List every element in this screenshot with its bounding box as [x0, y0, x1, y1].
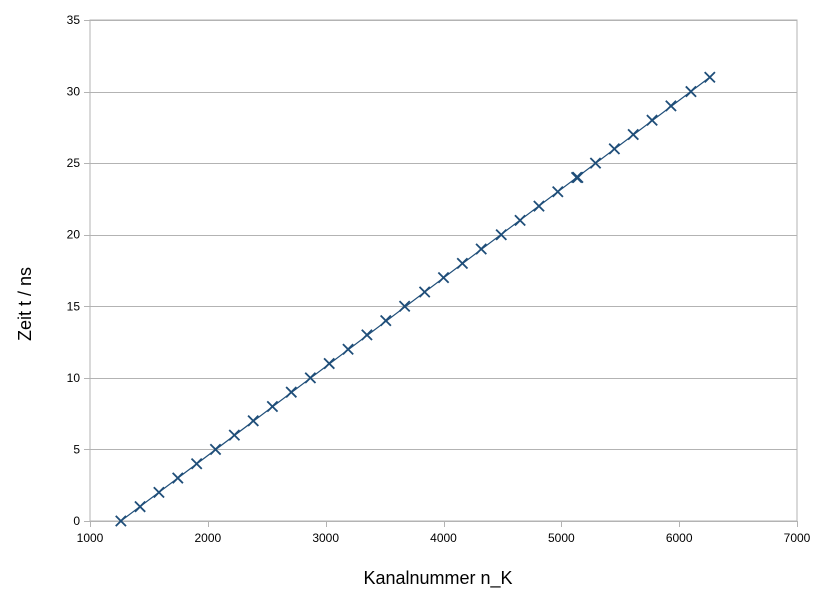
data-point: [398, 300, 411, 313]
y-tick-labels: 0 5 10 15 20 25 30 35: [67, 13, 81, 528]
data-point: [247, 415, 259, 427]
trend-line: [120, 76, 711, 522]
data-point: [514, 214, 526, 227]
y-tick-label: 35: [67, 13, 81, 27]
x-tick-label: 3000: [312, 531, 339, 545]
data-point: [608, 143, 621, 155]
data-point: [627, 128, 639, 141]
data-point: [266, 400, 279, 413]
x-axis-title: Kanalnummer n_K: [363, 568, 512, 589]
data-point: [572, 171, 584, 184]
y-tick-label: 0: [73, 514, 80, 528]
data-point: [285, 386, 298, 398]
data-point: [552, 185, 564, 198]
data-point: [153, 486, 165, 499]
data-point: [685, 85, 697, 98]
data-point: [172, 472, 184, 484]
x-tick-label: 2000: [194, 531, 221, 545]
x-tick-label: 4000: [430, 531, 457, 545]
data-point: [190, 457, 203, 470]
data-point: [456, 257, 469, 270]
data-point: [323, 357, 335, 370]
y-tick-label: 15: [67, 299, 81, 313]
data-point: [589, 157, 602, 169]
y-axis-title: Zeit t / ns: [15, 267, 35, 341]
y-tick-label: 30: [67, 85, 81, 99]
x-tick-label: 5000: [548, 531, 575, 545]
data-point: [342, 343, 354, 356]
data-point: [704, 71, 716, 84]
x-tick-label: 7000: [784, 531, 811, 545]
x-tick-label: 6000: [666, 531, 693, 545]
data-point: [209, 443, 222, 456]
y-tick-label: 25: [67, 156, 81, 170]
data-point: [495, 228, 508, 241]
data-point: [665, 100, 677, 112]
data-markers: [115, 71, 716, 527]
data-point: [228, 429, 241, 441]
data-point: [379, 314, 392, 327]
y-tick-label: 5: [73, 442, 80, 456]
plot-frame: [89, 19, 798, 522]
y-tick-label: 20: [67, 228, 81, 242]
y-tick-label: 10: [67, 371, 81, 385]
data-point: [418, 286, 431, 298]
x-tick-label: 1000: [77, 531, 104, 545]
x-tick-labels: 1000 2000 3000 4000 5000 6000 7000: [77, 531, 811, 545]
data-point: [134, 500, 146, 513]
data-point: [115, 515, 127, 527]
data-point: [437, 271, 450, 284]
data-point: [475, 243, 487, 255]
data-point: [533, 200, 545, 212]
data-point: [361, 329, 373, 341]
data-point: [646, 114, 658, 126]
data-point: [304, 372, 317, 384]
